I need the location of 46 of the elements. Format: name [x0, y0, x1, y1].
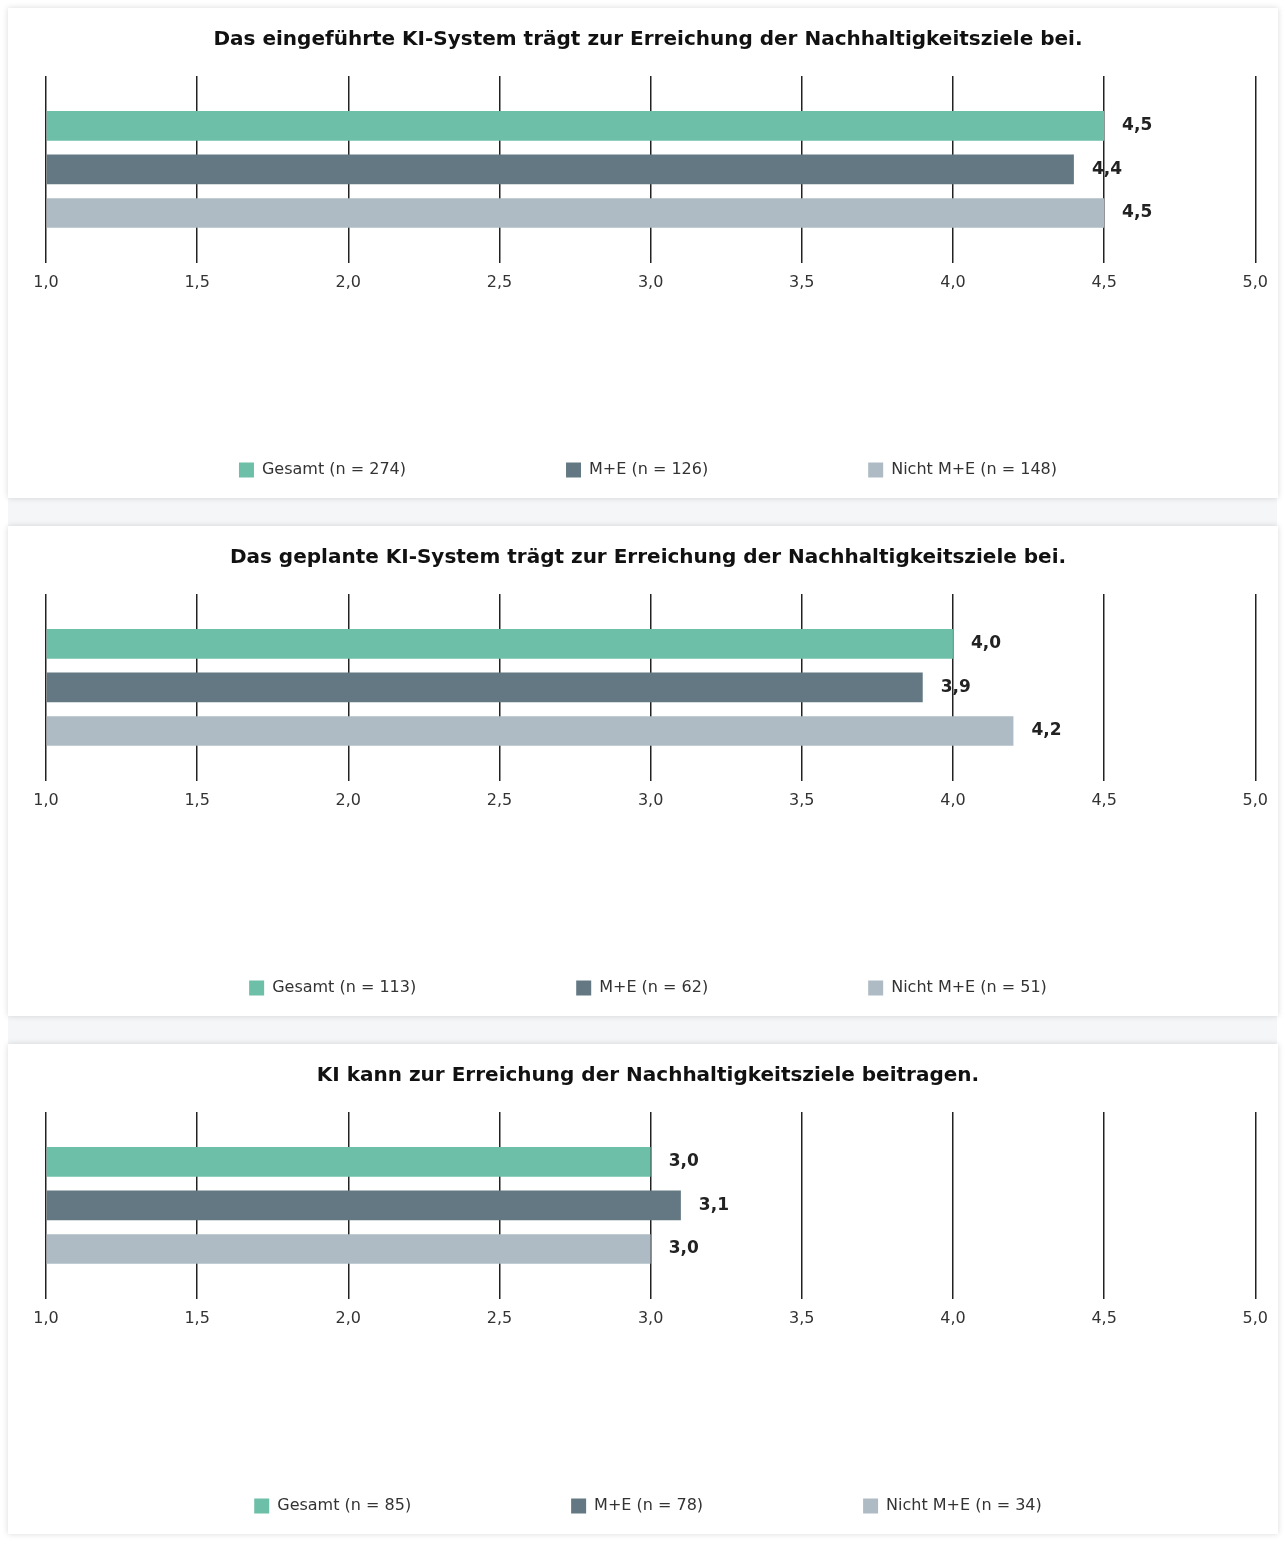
data-label: 3,0	[668, 1150, 699, 1171]
x-tick-label: 1,0	[33, 789, 59, 809]
x-tick-label: 1,0	[33, 1307, 59, 1327]
x-tick-label: 4,0	[940, 789, 966, 809]
x-tick-label: 3,0	[637, 1307, 664, 1327]
x-tick-label: 3,0	[637, 271, 664, 291]
legend-label: Gesamt (n = 113)	[272, 977, 417, 997]
x-tick-label: 2,0	[335, 789, 362, 809]
legend-label: M+E (n = 62)	[599, 977, 709, 997]
x-tick-label: 2,5	[486, 789, 513, 809]
x-tick-label: 5,0	[1242, 789, 1268, 809]
x-tick-label: 3,0	[637, 789, 664, 809]
data-label: 3,0	[668, 1237, 699, 1258]
legend-label: M+E (n = 78)	[594, 1495, 704, 1515]
x-tick-label: 5,0	[1242, 271, 1268, 291]
x-tick-label: 2,0	[335, 1307, 362, 1327]
x-tick-label: 4,5	[1091, 1307, 1117, 1327]
x-tick-label: 3,5	[789, 271, 815, 291]
x-tick-label: 1,5	[184, 789, 210, 809]
data-label: 4,2	[1031, 719, 1062, 740]
chart-title: Das eingeführte KI-System trägt zur Erreichung der Nachhaltigkeitsziele bei.	[213, 26, 1083, 51]
x-tick-label: 2,0	[335, 271, 362, 291]
data-label: 3,1	[698, 1193, 729, 1214]
legend-label: Nicht M+E (n = 51)	[891, 977, 1047, 997]
chart-title: Das geplante KI-System trägt zur Erreichung der Nachhaltigkeitsziele bei.	[229, 544, 1067, 569]
x-tick-label: 4,0	[940, 271, 966, 291]
x-tick-label: 1,5	[184, 1307, 210, 1327]
legend-label: Nicht M+E (n = 148)	[891, 459, 1058, 479]
legend-label: Nicht M+E (n = 34)	[886, 1495, 1042, 1515]
x-tick-label: 2,5	[486, 271, 513, 291]
legend-label: M+E (n = 126)	[589, 459, 709, 479]
x-tick-label: 5,0	[1242, 1307, 1268, 1327]
x-tick-label: 1,0	[33, 271, 59, 291]
legend-label: Gesamt (n = 85)	[277, 1495, 412, 1515]
x-tick-label: 4,5	[1091, 789, 1117, 809]
x-tick-label: 1,5	[184, 271, 210, 291]
data-label: 4,5	[1122, 114, 1153, 135]
data-label: 4,0	[970, 632, 1002, 653]
x-tick-label: 4,5	[1091, 271, 1117, 291]
x-tick-label: 4,0	[940, 1307, 966, 1327]
chart-title: KI kann zur Erreichung der Nachhaltigkeitsziele beitragen.	[316, 1062, 980, 1087]
legend-label: Gesamt (n = 274)	[261, 459, 407, 479]
x-tick-label: 3,5	[789, 789, 815, 809]
x-tick-label: 2,5	[486, 1307, 513, 1327]
x-tick-label: 3,5	[789, 1307, 815, 1327]
data-label: 4,5	[1122, 201, 1153, 222]
